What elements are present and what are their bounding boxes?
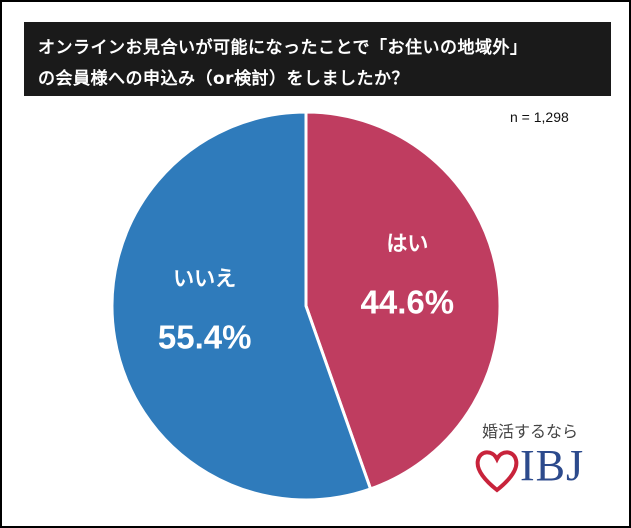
title-banner: オンラインお見合いが可能になったことで「お住いの地域外」 の会員様への申込み（o… — [24, 22, 611, 96]
logo-tagline: 婚活するなら — [482, 422, 579, 441]
pie-slice-0 — [304, 110, 502, 491]
chart-title-line-1: オンラインお見合いが可能になったことで「お住いの地域外」 — [38, 38, 528, 58]
chart-title-line-2: の会員様への申込み（or検討）をしましたか？ — [38, 69, 410, 89]
slice-label-1: いいえ — [173, 266, 236, 290]
logo-brand: IBJ — [520, 441, 585, 490]
slice-label-0: はい — [386, 232, 428, 256]
slice-percent-0: 44.6% — [361, 284, 455, 321]
sample-size-label: n = 1,298 — [510, 109, 569, 125]
heart-logo-icon — [475, 450, 519, 493]
pie-slice-1 — [110, 110, 373, 502]
slice-percent-1: 55.4% — [158, 318, 252, 355]
